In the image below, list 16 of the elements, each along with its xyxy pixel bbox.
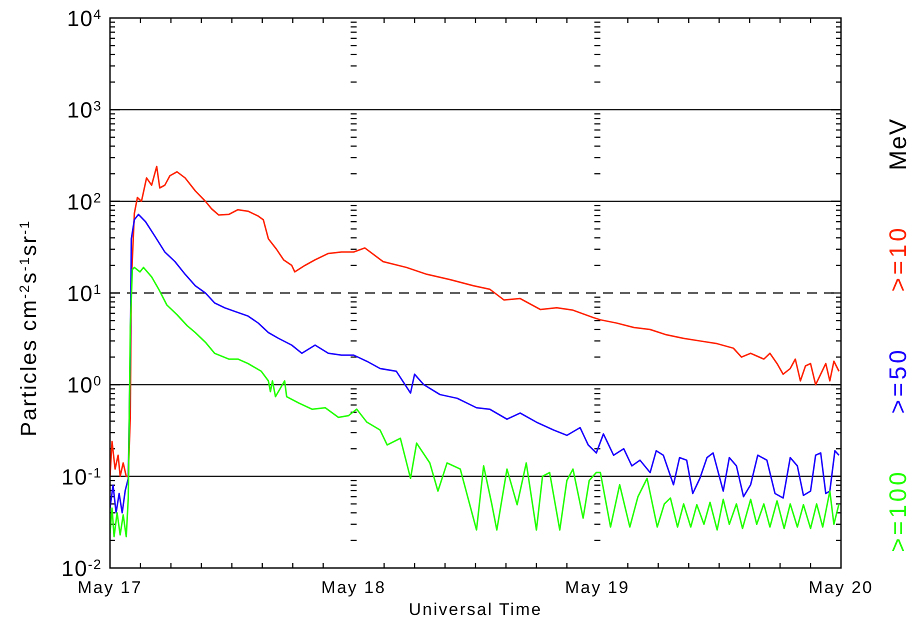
y-tick-label: 10$^{0}$ xyxy=(66,372,102,398)
y-tick-label: 10$^{-1}$ xyxy=(61,464,102,490)
y-tick-label: 10$^{3}$ xyxy=(66,98,102,123)
x-tick-label: May 19 xyxy=(564,578,630,597)
x-axis-title: Universal Time xyxy=(408,600,542,619)
x-tick-label: May 17 xyxy=(78,578,142,597)
x-tick-label: May 18 xyxy=(321,578,386,597)
text: >=10 xyxy=(885,225,912,292)
text: >=50 xyxy=(885,347,912,414)
y-tick-label: 10$^{2}$ xyxy=(66,189,102,214)
y-tick-label: 10$^{4}$ xyxy=(66,6,102,31)
y-tick-label: 10$^{-2}$ xyxy=(61,556,102,581)
x-tick-label: May 20 xyxy=(808,578,874,597)
y-tick-label: 10$^{1}$ xyxy=(66,281,102,306)
legend-title: MeV xyxy=(885,118,912,170)
text: >=100 xyxy=(885,468,912,552)
